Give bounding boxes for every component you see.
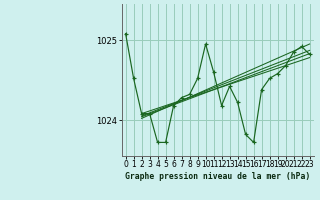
- X-axis label: Graphe pression niveau de la mer (hPa): Graphe pression niveau de la mer (hPa): [125, 172, 310, 181]
